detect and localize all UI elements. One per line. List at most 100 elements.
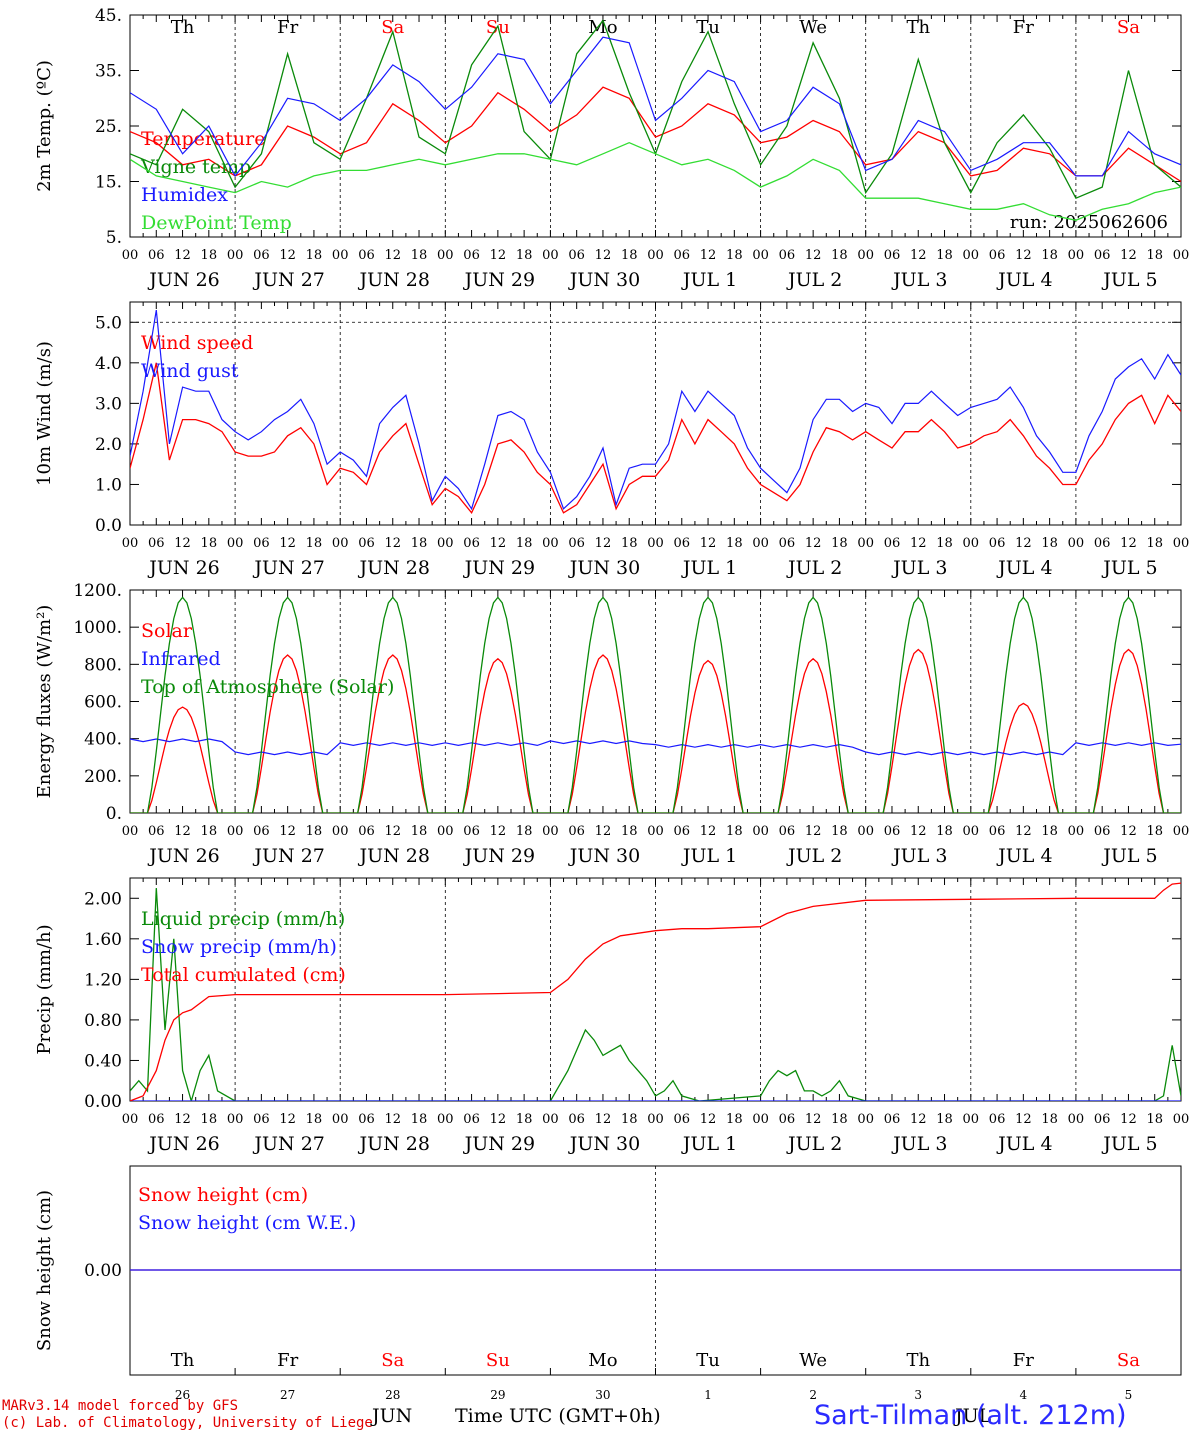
date-label: JUN 28 (358, 269, 430, 291)
hour-label: 06 (884, 536, 901, 551)
hour-label: 06 (148, 1112, 165, 1127)
y-tick-label: 5. (106, 228, 122, 248)
date-label: JUL 2 (786, 845, 842, 867)
day-number: 4 (1020, 1388, 1028, 1400)
hour-label: 00 (647, 1112, 664, 1127)
date-label: JUL 4 (996, 557, 1052, 579)
hour-label: 12 (384, 1112, 401, 1127)
y-tick-label: 1000. (73, 618, 122, 638)
date-label: JUN 27 (252, 1133, 324, 1155)
hour-label: 18 (831, 824, 848, 839)
hour-label: 00 (1068, 248, 1085, 263)
hour-label: 06 (358, 1112, 375, 1127)
hour-label: 00 (963, 824, 980, 839)
hour-label: 12 (1120, 248, 1137, 263)
date-label: JUN 26 (147, 1133, 219, 1155)
hour-label: 12 (1015, 248, 1032, 263)
hour-label: 06 (674, 1112, 691, 1127)
hour-label: 00 (332, 248, 349, 263)
legend-entry: Top of Atmosphere (Solar) (141, 676, 394, 698)
legend-entry: DewPoint Temp (141, 212, 292, 234)
hour-label: 00 (227, 1112, 244, 1127)
hour-label: 18 (1041, 1112, 1058, 1127)
hour-label: 18 (306, 1112, 323, 1127)
series-line (130, 86, 1181, 183)
hour-label: 12 (700, 1112, 717, 1127)
hour-label: 06 (463, 1112, 480, 1127)
date-label: JUN 26 (147, 269, 219, 291)
y-tick-label: 3.0 (95, 394, 122, 414)
hour-label: 06 (779, 248, 796, 263)
hour-label: 00 (437, 536, 454, 551)
hour-label: 06 (1094, 1112, 1111, 1127)
date-label: JUN 30 (568, 845, 640, 867)
weekday-label: We (799, 1350, 827, 1371)
y-tick-label: 200. (84, 767, 122, 787)
weekday-label: Fr (277, 17, 298, 38)
hour-label: 12 (910, 1112, 927, 1127)
weekday-label: Sa (381, 1350, 404, 1371)
hour-label: 18 (516, 248, 533, 263)
hour-label: 06 (358, 536, 375, 551)
hour-label: 06 (989, 248, 1006, 263)
hour-label: 18 (516, 824, 533, 839)
date-label: JUL 5 (1101, 269, 1157, 291)
hour-label: 12 (595, 536, 612, 551)
weekday-label: Mo (588, 1350, 617, 1371)
hour-label: 12 (595, 824, 612, 839)
weekday-label: Tu (696, 17, 720, 38)
y-axis-label: Precip (mm/h) (34, 924, 55, 1054)
hour-label: 06 (463, 824, 480, 839)
series-line (130, 362, 1181, 515)
legend-entry: Solar (141, 620, 193, 642)
hour-label: 18 (936, 824, 953, 839)
hour-label: 00 (542, 1112, 559, 1127)
hour-label: 06 (674, 248, 691, 263)
hour-label: 00 (542, 248, 559, 263)
hour-label: 12 (174, 248, 191, 263)
y-tick-label: 0. (106, 804, 122, 824)
hour-label: 06 (148, 824, 165, 839)
hour-label: 12 (279, 1112, 296, 1127)
legend-entry: Vigne temp (140, 156, 251, 178)
hour-label: 18 (621, 248, 638, 263)
hour-label: 00 (227, 248, 244, 263)
hour-label: 00 (1173, 536, 1190, 551)
hour-label: 00 (1068, 824, 1085, 839)
date-label: JUN 26 (147, 845, 219, 867)
hour-label: 18 (621, 536, 638, 551)
weekday-label: Th (906, 17, 930, 38)
date-label: JUL 1 (681, 1133, 737, 1155)
date-label: JUL 3 (891, 269, 947, 291)
y-tick-label: 1.60 (84, 930, 122, 950)
y-tick-label: 1200. (73, 581, 122, 601)
hour-label: 18 (201, 536, 218, 551)
hour-label: 12 (805, 824, 822, 839)
model-credit-line2: (c) Lab. of Climatology, University of L… (2, 1415, 373, 1431)
hour-label: 12 (910, 248, 927, 263)
hour-label: 18 (1041, 824, 1058, 839)
hour-label: 12 (1120, 536, 1137, 551)
weekday-label: Mo (588, 17, 617, 38)
y-tick-label: 0.40 (84, 1051, 122, 1071)
hour-label: 00 (1173, 824, 1190, 839)
hour-label: 12 (279, 536, 296, 551)
y-axis-label: Energy fluxes (W/m²) (34, 605, 55, 799)
hour-label: 12 (700, 824, 717, 839)
hour-label: 18 (831, 536, 848, 551)
hour-label: 06 (884, 824, 901, 839)
series-line (130, 882, 1181, 1101)
hour-label: 18 (201, 824, 218, 839)
weekday-label: Sa (381, 17, 404, 38)
hour-label: 00 (227, 824, 244, 839)
hour-label: 12 (700, 536, 717, 551)
y-tick-label: 4.0 (95, 354, 122, 374)
date-label: JUL 4 (996, 1133, 1052, 1155)
date-label: JUL 4 (996, 845, 1052, 867)
day-number: 29 (490, 1388, 505, 1400)
hour-label: 06 (568, 536, 585, 551)
hour-label: 00 (857, 536, 874, 551)
day-number: 30 (595, 1388, 610, 1400)
legend-entry: Wind speed (141, 332, 253, 354)
hour-label: 06 (253, 248, 270, 263)
